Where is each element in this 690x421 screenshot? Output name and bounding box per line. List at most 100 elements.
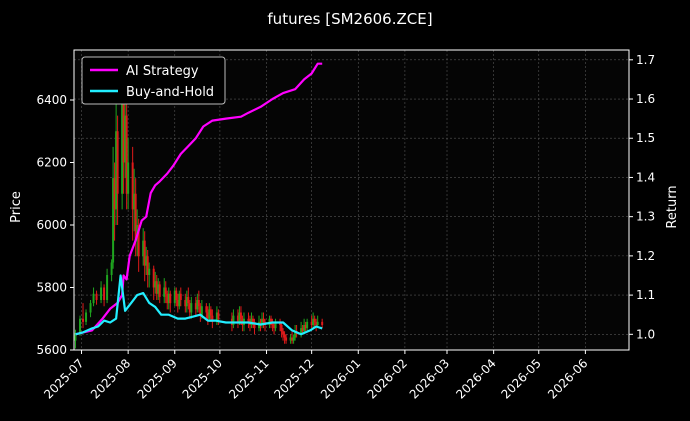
candle-body	[175, 290, 178, 300]
candle-body	[106, 275, 109, 300]
candle-body	[121, 84, 124, 194]
y-tick-label-right: 1.1	[636, 288, 655, 302]
candle-body	[301, 328, 304, 332]
chart-title: futures [SM2606.ZCE]	[267, 10, 432, 28]
y-axis-left-label: Price	[9, 191, 24, 223]
candle-body	[274, 321, 277, 329]
candle-body	[127, 162, 130, 194]
candle-body	[158, 284, 161, 297]
candle-body	[239, 312, 242, 319]
candle-body	[152, 268, 155, 288]
candle-body	[194, 303, 197, 310]
candle-body	[315, 321, 318, 325]
candle-body	[100, 287, 103, 300]
candle-body	[312, 318, 315, 325]
y-tick-label-right: 1.2	[636, 249, 655, 263]
candle-body	[131, 162, 134, 210]
candle-body	[164, 287, 167, 294]
y-tick-label-right: 1.7	[636, 53, 655, 67]
candle-body	[74, 332, 77, 341]
candle-body	[205, 306, 208, 313]
candle-body	[112, 178, 115, 263]
candle-body	[154, 281, 157, 288]
candle-body	[82, 318, 85, 322]
candle-body	[304, 325, 307, 329]
series-line-ai-strategy	[75, 62, 323, 336]
candle-body	[283, 334, 286, 338]
candle-body	[155, 281, 158, 294]
y-tick-label-right: 1.3	[636, 210, 655, 224]
candle-body	[247, 318, 250, 322]
candle-body	[316, 321, 319, 325]
candle-body	[291, 337, 294, 341]
candle-body	[178, 293, 181, 307]
candle-body	[262, 318, 265, 322]
candle-body	[292, 337, 295, 341]
legend-label-buy-and-hold: Buy-and-Hold	[126, 85, 214, 100]
candle-body	[122, 84, 125, 163]
legend-label-ai-strategy: AI Strategy	[126, 64, 199, 79]
legend: AI Strategy Buy-and-Hold	[81, 56, 226, 105]
candle-body	[303, 325, 306, 332]
y-tick-label-right: 1.4	[636, 170, 655, 184]
candle-body	[89, 303, 92, 313]
candle-body	[321, 321, 324, 325]
candle-body	[313, 318, 316, 322]
candle-body	[211, 315, 214, 322]
candle-body	[148, 268, 151, 275]
candle-body	[200, 306, 203, 316]
candle-body	[273, 325, 276, 329]
candle-body	[92, 293, 95, 304]
candle-body	[142, 240, 145, 257]
candle-body	[110, 262, 113, 275]
y-axis-right-label: Return	[665, 185, 680, 228]
candle-body	[79, 318, 82, 333]
candle-body	[163, 287, 166, 297]
candle-body	[166, 293, 169, 304]
candle-body	[115, 131, 118, 210]
candle-body	[173, 290, 176, 304]
candle-body	[124, 115, 127, 163]
candle-body	[157, 284, 160, 294]
candle-body	[270, 318, 273, 322]
candle-body	[185, 296, 188, 307]
candle-body	[199, 306, 202, 316]
candle-body	[184, 300, 187, 307]
y-tick-label-right: 1.0	[636, 327, 655, 341]
y-tick-label-left: 6400	[36, 93, 67, 107]
candle-body	[134, 193, 137, 241]
y-tick-label-left: 6000	[36, 218, 67, 232]
candle-body	[280, 325, 283, 332]
candle-body	[282, 331, 285, 335]
candle-body	[187, 296, 190, 304]
candle-body	[209, 309, 212, 316]
y-tick-label-right: 1.6	[636, 92, 655, 106]
candle-body	[103, 287, 106, 300]
candle-body	[196, 300, 199, 310]
candle-body	[238, 312, 241, 322]
candle-body	[250, 318, 253, 325]
y-tick-label-left: 6200	[36, 156, 67, 170]
candle-body	[289, 337, 292, 341]
candle-body	[310, 321, 313, 325]
candle-body	[145, 256, 148, 266]
candle-body	[236, 315, 239, 322]
candle-body	[133, 193, 136, 210]
candle-body	[285, 337, 288, 341]
candle-body	[215, 312, 218, 322]
candle-body	[146, 256, 149, 275]
y-tick-label-left: 5800	[36, 281, 67, 295]
candle-body	[268, 318, 271, 325]
candle-body	[190, 303, 193, 313]
y-tick-label-right: 1.5	[636, 131, 655, 145]
candle-body	[137, 225, 140, 257]
series-line-buy-and-hold	[75, 274, 323, 336]
candle-body	[179, 293, 182, 300]
candle-body	[113, 178, 116, 210]
plot-frame	[73, 49, 630, 351]
candle-body	[197, 300, 200, 307]
y-tick-label-left: 5600	[36, 343, 67, 357]
candle-body	[169, 293, 172, 304]
candle-body	[217, 312, 220, 319]
